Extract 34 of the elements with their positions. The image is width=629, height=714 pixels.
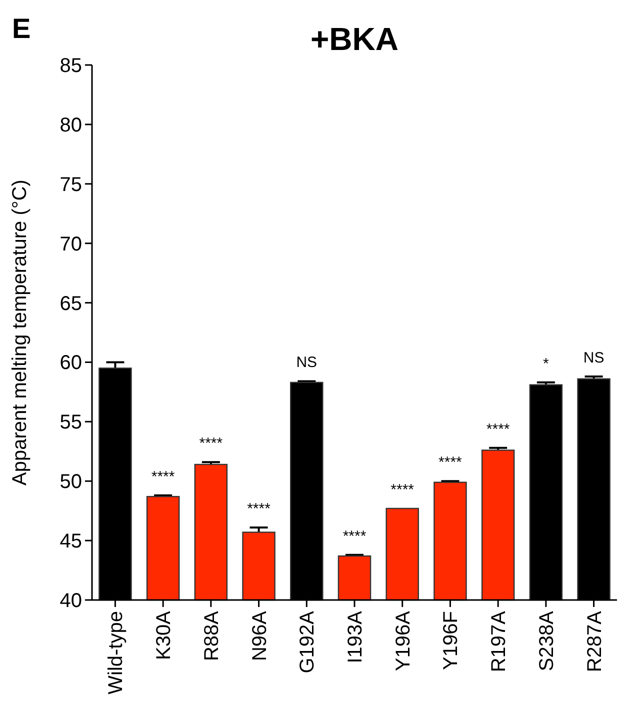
x-tick-label: Y196A: [392, 610, 414, 672]
annotation: *: [543, 355, 550, 372]
x-tick-label: R287A: [584, 610, 606, 672]
text: E: [12, 13, 31, 44]
x-tick-label: R197A: [488, 610, 510, 672]
annotation: ****: [390, 481, 414, 498]
annotation: ****: [438, 454, 462, 472]
y-tick-label: 85: [60, 55, 82, 77]
x-tick-label: G192A: [296, 610, 319, 674]
annotation: ****: [199, 435, 223, 452]
annotation: NS: [296, 354, 318, 372]
y-axis-title: Apparent melting temperature (°C): [9, 180, 31, 486]
x-tick-label: R88A: [200, 610, 223, 662]
x-tick-label: Y196F: [440, 611, 462, 670]
chart-title: +BKA: [310, 21, 399, 57]
y-tick-label: 75: [60, 174, 82, 196]
y-tick-label: 60: [60, 352, 82, 374]
annotation: ****: [151, 468, 175, 486]
y-tick-label: 50: [60, 471, 82, 494]
x-tick-label: N96A: [248, 610, 271, 662]
annotation: NS: [583, 349, 604, 366]
y-tick-label: 80: [60, 114, 82, 136]
y-tick-label: 40: [60, 590, 82, 612]
y-tick-label: 45: [60, 530, 82, 553]
x-tick-label: S238A: [536, 610, 558, 672]
annotation: ****: [342, 528, 366, 545]
x-tick-label: I193A: [344, 610, 366, 664]
x-tick-label: Wild-type: [105, 611, 128, 694]
y-tick-label: 65: [60, 292, 82, 315]
annotation: ****: [247, 500, 271, 518]
y-tick-label: 70: [60, 233, 82, 256]
x-tick-label: K30A: [153, 610, 176, 660]
annotation: ****: [486, 420, 510, 438]
y-tick-label: 55: [60, 412, 82, 434]
